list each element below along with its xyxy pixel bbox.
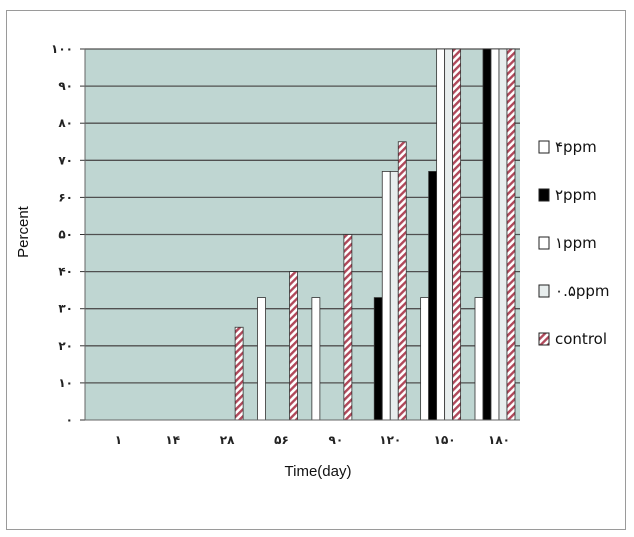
- y-tick-label: ۵٠: [58, 228, 73, 242]
- bar: [257, 297, 266, 421]
- legend-swatch: [538, 284, 550, 298]
- bar: [498, 48, 508, 421]
- y-tick-label: ۴٠: [58, 265, 73, 279]
- bar: [381, 171, 391, 421]
- y-tick-label: ٨٠: [58, 116, 73, 130]
- legend-label: ۴ppm: [555, 138, 597, 156]
- legend-swatch: [538, 140, 550, 154]
- y-tick-label: ١٠: [58, 376, 73, 390]
- y-tick-label: ٣٠: [58, 302, 73, 316]
- bar: [234, 326, 244, 421]
- bar: [506, 48, 516, 421]
- y-tick-label: ۶٠: [58, 190, 73, 204]
- x-tick-label: ١٨٠: [488, 433, 510, 447]
- bar: [420, 297, 430, 421]
- x-axis-title: Time(day): [285, 463, 352, 480]
- x-tick-label: ١: [115, 433, 122, 447]
- y-tick-label: ٢٠: [58, 339, 73, 353]
- y-tick-label: ٩٠: [58, 79, 73, 93]
- x-tick-label: ١۴: [165, 433, 180, 447]
- bar: [436, 48, 446, 421]
- x-tick-label: ١٢٠: [379, 433, 401, 447]
- x-tick-label: ٩٠: [329, 433, 344, 447]
- x-tick-label: ۵۶: [274, 433, 289, 447]
- y-tick-label: ١٠٠: [51, 42, 73, 56]
- bar: [452, 48, 462, 421]
- bar: [343, 234, 353, 421]
- y-axis-title: Percent: [15, 205, 32, 258]
- x-tick-label: ١۵٠: [434, 433, 456, 447]
- legend-label: ٢ppm: [555, 186, 597, 204]
- legend-swatch: [538, 236, 550, 250]
- bar: [490, 48, 500, 421]
- legend-swatch: [538, 188, 550, 202]
- bar: [444, 48, 454, 421]
- bar: [397, 141, 407, 421]
- bar: [311, 297, 321, 421]
- bar: [289, 271, 298, 421]
- y-tick-label: ٠: [66, 413, 73, 427]
- legend-swatch: [538, 332, 550, 346]
- legend-label: control: [555, 330, 607, 348]
- legend-label: ٠.۵ppm: [555, 282, 610, 300]
- bar: [482, 48, 492, 421]
- x-tick-label: ٢٨: [220, 433, 235, 447]
- bar: [373, 297, 383, 421]
- bar: [428, 171, 438, 421]
- bar: [474, 297, 484, 421]
- y-tick-label: ٧٠: [58, 153, 73, 167]
- bar: [389, 171, 399, 421]
- legend-label: ١ppm: [555, 234, 597, 252]
